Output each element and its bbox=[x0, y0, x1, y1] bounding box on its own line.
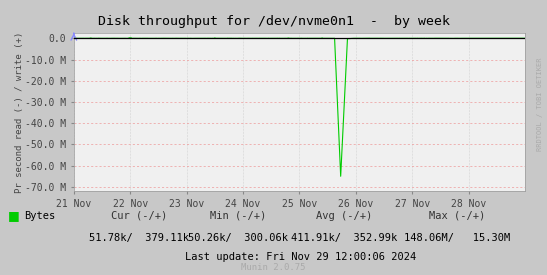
Text: 411.91k/  352.99k: 411.91k/ 352.99k bbox=[292, 233, 398, 243]
Text: 148.06M/   15.30M: 148.06M/ 15.30M bbox=[404, 233, 510, 243]
Text: 51.78k/  379.11k: 51.78k/ 379.11k bbox=[90, 233, 189, 243]
Y-axis label: Pr second read (-) / write (+): Pr second read (-) / write (+) bbox=[15, 31, 24, 193]
Text: ■: ■ bbox=[8, 209, 20, 222]
Text: Max (-/+): Max (-/+) bbox=[429, 211, 485, 221]
Text: 50.26k/  300.06k: 50.26k/ 300.06k bbox=[188, 233, 288, 243]
Text: Last update: Fri Nov 29 12:00:06 2024: Last update: Fri Nov 29 12:00:06 2024 bbox=[185, 252, 416, 262]
Text: RRDTOOL / TOBI OETIKER: RRDTOOL / TOBI OETIKER bbox=[537, 58, 543, 151]
Text: Min (-/+): Min (-/+) bbox=[210, 211, 266, 221]
Text: Bytes: Bytes bbox=[25, 211, 56, 221]
Text: Cur (-/+): Cur (-/+) bbox=[112, 211, 167, 221]
Text: Munin 2.0.75: Munin 2.0.75 bbox=[241, 263, 306, 272]
Text: Disk throughput for /dev/nvme0n1  -  by week: Disk throughput for /dev/nvme0n1 - by we… bbox=[97, 15, 450, 28]
Text: Avg (-/+): Avg (-/+) bbox=[317, 211, 373, 221]
